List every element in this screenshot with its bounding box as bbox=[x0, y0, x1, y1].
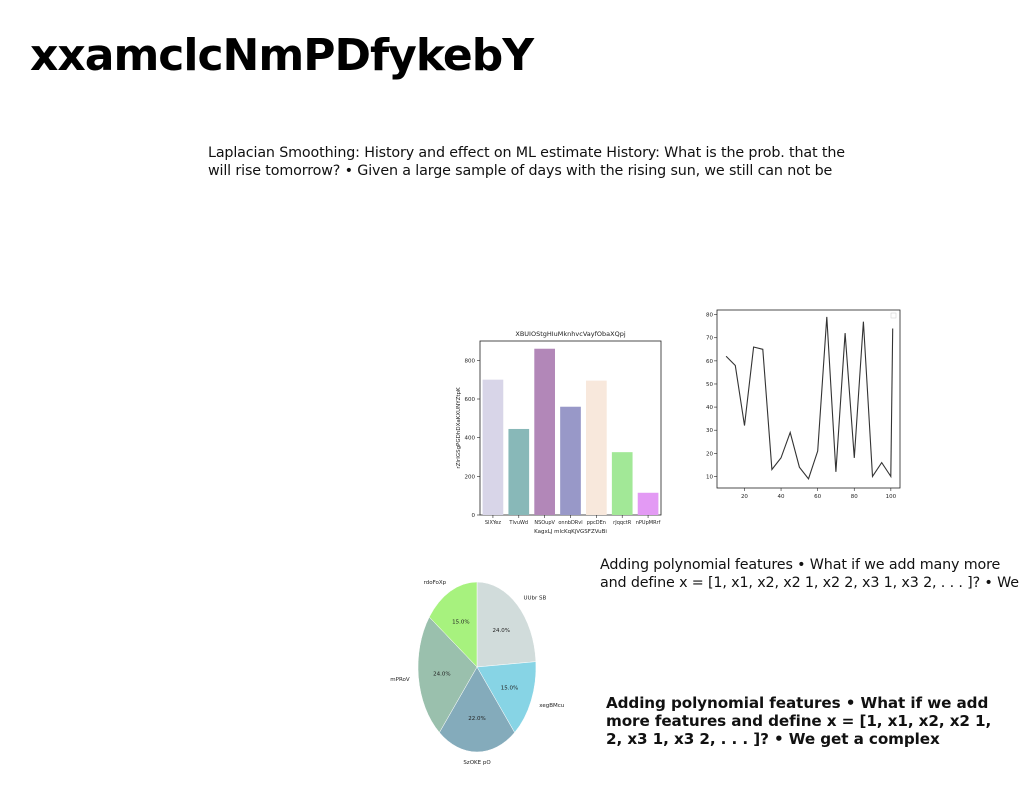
bar bbox=[637, 492, 659, 515]
x-tick-label: ppcDEn bbox=[587, 520, 606, 526]
paragraph-line: Adding polynomial features • What if we … bbox=[600, 557, 1001, 573]
paragraph-line: will rise tomorrow? • Given a large samp… bbox=[208, 163, 833, 179]
pie-percent-label: 24.0% bbox=[492, 628, 509, 634]
polynomial-bold-paragraph: Adding polynomial features • What if we … bbox=[606, 694, 991, 748]
line-plot-frame bbox=[716, 309, 901, 489]
bar bbox=[560, 406, 581, 515]
y-tick-label: 30 bbox=[706, 428, 713, 434]
x-tick-label: rJqqctR bbox=[613, 520, 632, 526]
y-tick-label: 10 bbox=[706, 474, 713, 480]
x-tick-label: NSOupV bbox=[534, 520, 555, 526]
bar bbox=[508, 428, 530, 515]
paragraph-line: Laplacian Smoothing: History and effect … bbox=[208, 145, 845, 161]
laplacian-paragraph: Laplacian Smoothing: History and effect … bbox=[208, 144, 845, 180]
pie-slice-label: rdoFoXp bbox=[424, 580, 447, 586]
legend-box bbox=[890, 312, 897, 319]
bar-y-axis-label: rZlrIGSgPGDhDXaKXUNYZtpK bbox=[456, 387, 462, 469]
y-tick-label: 50 bbox=[706, 382, 713, 388]
series-line bbox=[725, 316, 894, 480]
x-tick-label: 60 bbox=[814, 494, 821, 500]
polynomial-paragraph: Adding polynomial features • What if we … bbox=[600, 556, 1019, 592]
y-tick-label: 70 bbox=[706, 336, 713, 342]
paragraph-line: Adding polynomial features • What if we … bbox=[606, 694, 989, 712]
x-tick-label: SlXYez bbox=[485, 520, 501, 526]
y-tick-label: 20 bbox=[706, 451, 713, 457]
pie-percent-label: 15.0% bbox=[501, 685, 518, 691]
x-tick-label: nPUpMRrf bbox=[636, 520, 661, 526]
pie-slice bbox=[439, 666, 515, 753]
pie-slice bbox=[428, 581, 478, 668]
y-tick-label: 600 bbox=[465, 397, 476, 403]
bar-chart-title: XBUIOStgHIuMknhvcVayfObaXQpj bbox=[515, 330, 625, 338]
bar-x-axis-label: KagxLJ mlcKqKjVGSFZVuBi bbox=[534, 529, 607, 535]
y-tick-label: 200 bbox=[465, 474, 476, 480]
bar-chart: XBUIOStgHIuMknhvcVayfObaXQpj 0 200 400 600 80… bbox=[456, 330, 662, 535]
paragraph-line: 2, x3 1, x3 2, . . . ]? • We get a compl… bbox=[606, 730, 940, 748]
bar bbox=[586, 380, 607, 515]
slide-title: xxamclcNmPDfykebY bbox=[30, 30, 534, 81]
pie-slice bbox=[476, 661, 537, 733]
pie-slice-label: mPRoV bbox=[390, 677, 410, 683]
pie-chart: 24.0% UUbr SB 15.0% xegBMcu 22.0% SzOKE pO 24.… bbox=[390, 580, 564, 766]
pie-slice-label: xegBMcu bbox=[539, 703, 564, 709]
pie-percent-label: 24.0% bbox=[433, 671, 450, 677]
x-tick-label: 100 bbox=[886, 494, 897, 500]
y-tick-label: 80 bbox=[706, 313, 713, 319]
pie-slice-label: UUbr SB bbox=[523, 596, 546, 602]
y-tick-label: 40 bbox=[706, 405, 713, 411]
pie-percent-label: 22.0% bbox=[468, 716, 485, 722]
pie-slice bbox=[476, 581, 537, 668]
y-tick-label: 0 bbox=[472, 513, 476, 519]
x-tick-label: onnbDRvl bbox=[558, 520, 582, 526]
x-tick-label: TlvuWd bbox=[508, 520, 528, 526]
x-tick-label: 20 bbox=[741, 494, 748, 500]
pie-slice-label: SzOKE pO bbox=[463, 760, 491, 766]
paragraph-line: more features and define x = [1, x1, x2,… bbox=[606, 712, 992, 730]
bar bbox=[611, 452, 633, 515]
pie-percent-label: 15.0% bbox=[452, 620, 469, 626]
bar bbox=[482, 379, 504, 515]
paragraph-line: and define x = [1, x1, x2, x2 1, x2 2, x… bbox=[600, 575, 1019, 591]
y-tick-label: 800 bbox=[465, 358, 476, 364]
pie-slice bbox=[417, 616, 478, 733]
y-tick-label: 60 bbox=[706, 359, 713, 365]
bar bbox=[534, 348, 555, 515]
y-tick-label: 400 bbox=[465, 436, 476, 442]
x-tick-label: 80 bbox=[851, 494, 858, 500]
line-chart: 10 20 30 40 50 60 70 80 20 40 60 80 100 bbox=[706, 309, 901, 500]
x-tick-label: 40 bbox=[778, 494, 785, 500]
